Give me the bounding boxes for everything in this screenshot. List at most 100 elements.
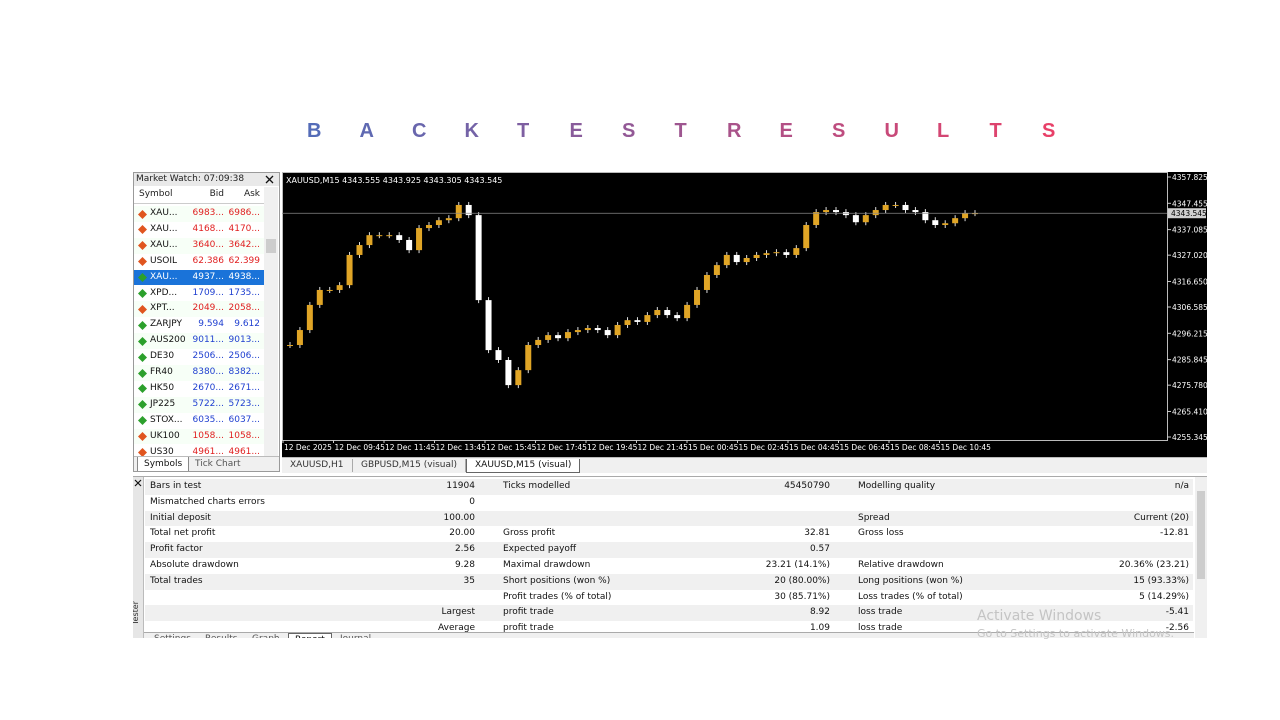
- x-tick-label: 15 Dec 00:45: [688, 443, 739, 452]
- close-button[interactable]: [265, 175, 274, 184]
- candle-body: [465, 204, 472, 216]
- ask-cell: 3642...: [228, 239, 261, 250]
- chart-background: [282, 172, 1207, 457]
- report-row: Bars in test 11904 Ticks modelled 45450790 M…: [145, 479, 1193, 496]
- chart-tab[interactable]: GBPUSD,M15 (visual): [353, 459, 467, 472]
- panel-tab[interactable]: Tick Chart: [195, 459, 241, 469]
- direction-icon: [138, 384, 147, 394]
- direction-icon: [138, 368, 147, 378]
- report-value: n/a: [1174, 481, 1189, 491]
- candle-body: [733, 254, 740, 263]
- candle-body: [763, 253, 770, 255]
- report-value: 0.57: [809, 544, 830, 555]
- ask-cell: 4938...: [228, 271, 261, 282]
- candle-body: [525, 345, 532, 371]
- report-tab[interactable]: Results: [199, 633, 244, 638]
- x-tick-label: 15 Dec 10:45: [941, 443, 992, 452]
- candle-body: [535, 339, 542, 346]
- report-tab[interactable]: Journal: [334, 633, 377, 638]
- symbol-row: DE30 2506... 2506...: [134, 349, 264, 365]
- direction-icon: [138, 304, 147, 314]
- report-tab[interactable]: Report: [288, 633, 332, 638]
- direction-icon: [138, 289, 147, 298]
- report-tab[interactable]: Settings: [148, 633, 197, 638]
- candle-body: [555, 335, 562, 339]
- scrollbar[interactable]: [1195, 477, 1207, 638]
- chart-tabs: XAUUSD,H1 GBPUSD,M15 (visual) XAUUSD,M15 (…: [282, 457, 1207, 473]
- report-row: Total trades 35 Short positions (won %) 20 …: [145, 573, 1193, 591]
- symbol-cell: XAU...: [150, 223, 178, 234]
- candle-body: [902, 204, 909, 211]
- icon-shape: [138, 273, 147, 283]
- report-value: 5 (14.29%): [1139, 591, 1189, 602]
- candle-body: [813, 212, 820, 226]
- symbol-cell: AUS200: [150, 335, 186, 346]
- bid-cell: 4961...: [192, 446, 225, 457]
- chart-tab[interactable]: XAUUSD,H1: [282, 459, 353, 472]
- symbol-row: AUS200 9011... 9013...: [134, 333, 264, 350]
- report-value: -2.56: [1165, 623, 1189, 634]
- report-value: 20 (80.00%): [774, 575, 830, 586]
- x-tick-label: 15 Dec 02:45: [739, 443, 790, 452]
- chart-header: XAUUSD,M15 4343.555 4343.925 4343.305 43…: [286, 176, 502, 185]
- candle-body: [753, 254, 760, 258]
- y-tick-label: 4347.455: [1172, 199, 1207, 208]
- y-tick-label: 4285.845: [1172, 356, 1207, 365]
- header-divider: [134, 203, 264, 204]
- icon-shape: [138, 304, 147, 314]
- report-label: Initial deposit: [150, 512, 211, 523]
- symbol-row: FR40 8380... 8382...: [134, 365, 264, 381]
- report-label: Bars in test: [150, 481, 202, 491]
- candle-body: [594, 328, 601, 331]
- report-value: Average: [438, 623, 475, 634]
- candle-body: [445, 218, 452, 221]
- report-label: loss trade: [858, 623, 903, 634]
- icon-shape: [138, 448, 147, 457]
- report-value: 1.09: [809, 623, 830, 634]
- ask-cell: 6037...: [228, 414, 261, 425]
- x-tick-label: 15 Dec 08:45: [890, 443, 941, 452]
- candle-body: [833, 210, 840, 213]
- report-label: Long positions (won %): [858, 575, 963, 586]
- symbol-cell: ZARJPY: [150, 319, 182, 330]
- candle-body: [922, 212, 929, 221]
- candle-body: [485, 300, 492, 351]
- scrollbar: [264, 187, 278, 457]
- x-tick-label: 12 Dec 15:45: [486, 443, 537, 452]
- symbol-row: UK100 1058... 1058...: [134, 428, 264, 445]
- report-tab[interactable]: Graph: [246, 633, 286, 638]
- ask-cell: 62.399: [228, 255, 261, 266]
- x-tick-label: 15 Dec 06:45: [840, 443, 891, 452]
- symbol-cell: USOIL: [150, 255, 178, 266]
- ask-cell: 9013...: [228, 335, 261, 346]
- bid-cell: 5722...: [192, 398, 225, 409]
- report-row: Mismatched charts errors 0: [145, 494, 1193, 512]
- candle-body: [793, 248, 800, 255]
- bid-cell: 9011...: [192, 335, 225, 346]
- candle-body: [694, 289, 701, 305]
- ask-cell: 2058...: [228, 303, 261, 314]
- report-row: Absolute drawdown 9.28 Maximal drawdown 23.…: [145, 558, 1193, 575]
- candle-body: [296, 330, 303, 346]
- column-header: Ask: [243, 189, 260, 199]
- bid-cell: 2506...: [192, 351, 225, 362]
- symbol-cell: XAU...: [150, 271, 178, 282]
- candle-body: [803, 225, 810, 249]
- report-label: Maximal drawdown: [503, 560, 591, 570]
- market-watch: Market Watch: 07:09:38 Symbol Bid Ask XAU..…: [133, 172, 280, 472]
- candle-body: [614, 324, 621, 336]
- chart-tab[interactable]: XAUUSD,M15 (visual): [466, 459, 581, 473]
- report-label: Profit factor: [150, 544, 203, 555]
- symbol-row: XPT... 2049... 2058...: [134, 301, 264, 318]
- ask-cell: 5723...: [228, 398, 261, 409]
- bid-cell: 6983...: [192, 208, 225, 218]
- close-button[interactable]: [134, 479, 142, 487]
- candle-body: [386, 235, 393, 237]
- price-tag: 4343.545: [1171, 209, 1207, 218]
- candle-body: [396, 235, 403, 240]
- icon-shape: [138, 352, 147, 362]
- symbol-cell: JP225: [150, 398, 176, 409]
- direction-icon: [138, 257, 147, 267]
- panel-tab[interactable]: Symbols: [137, 457, 190, 471]
